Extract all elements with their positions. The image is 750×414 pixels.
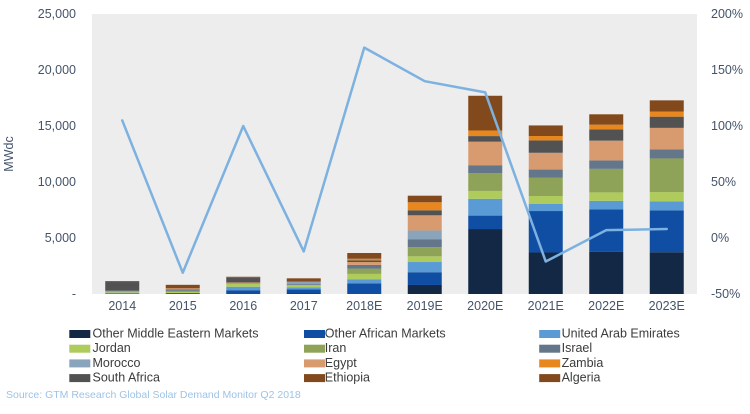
svg-text:150%: 150% bbox=[711, 63, 743, 77]
svg-text:2019E: 2019E bbox=[407, 299, 443, 313]
svg-text:20,000: 20,000 bbox=[38, 63, 76, 77]
svg-text:15,000: 15,000 bbox=[38, 119, 76, 133]
svg-text:Israel: Israel bbox=[562, 341, 593, 355]
svg-text:Jordan: Jordan bbox=[93, 341, 131, 355]
svg-text:2014: 2014 bbox=[108, 299, 136, 313]
svg-text:2015: 2015 bbox=[169, 299, 197, 313]
svg-text:Source: GTM Research Global So: Source: GTM Research Global Solar Demand… bbox=[6, 389, 301, 401]
svg-text:2022E: 2022E bbox=[588, 299, 624, 313]
svg-text:Other Middle Eastern Markets: Other Middle Eastern Markets bbox=[93, 327, 259, 341]
svg-text:2016: 2016 bbox=[229, 299, 257, 313]
svg-text:Other African Markets: Other African Markets bbox=[325, 327, 446, 341]
svg-text:2023E: 2023E bbox=[649, 299, 685, 313]
svg-text:Egypt: Egypt bbox=[325, 356, 357, 370]
svg-text:South Africa: South Africa bbox=[93, 371, 160, 385]
svg-text:2021E: 2021E bbox=[528, 299, 564, 313]
svg-text:0%: 0% bbox=[711, 231, 729, 245]
svg-text:Morocco: Morocco bbox=[93, 356, 141, 370]
svg-text:MWdc: MWdc bbox=[2, 136, 16, 171]
svg-text:2017: 2017 bbox=[290, 299, 318, 313]
svg-text:2018E: 2018E bbox=[346, 299, 382, 313]
svg-text:Algeria: Algeria bbox=[562, 371, 601, 385]
svg-text:25,000: 25,000 bbox=[38, 7, 76, 21]
svg-text:United Arab Emirates: United Arab Emirates bbox=[562, 327, 680, 341]
svg-text:5,000: 5,000 bbox=[45, 231, 76, 245]
svg-text:Ethiopia: Ethiopia bbox=[325, 371, 370, 385]
svg-text:-: - bbox=[72, 287, 76, 301]
svg-text:200%: 200% bbox=[711, 7, 743, 21]
svg-text:50%: 50% bbox=[711, 175, 736, 189]
svg-text:2020E: 2020E bbox=[467, 299, 503, 313]
svg-text:100%: 100% bbox=[711, 119, 743, 133]
svg-text:Zambia: Zambia bbox=[562, 356, 604, 370]
svg-text:-50%: -50% bbox=[711, 287, 740, 301]
svg-text:10,000: 10,000 bbox=[38, 175, 76, 189]
svg-text:Iran: Iran bbox=[325, 341, 347, 355]
